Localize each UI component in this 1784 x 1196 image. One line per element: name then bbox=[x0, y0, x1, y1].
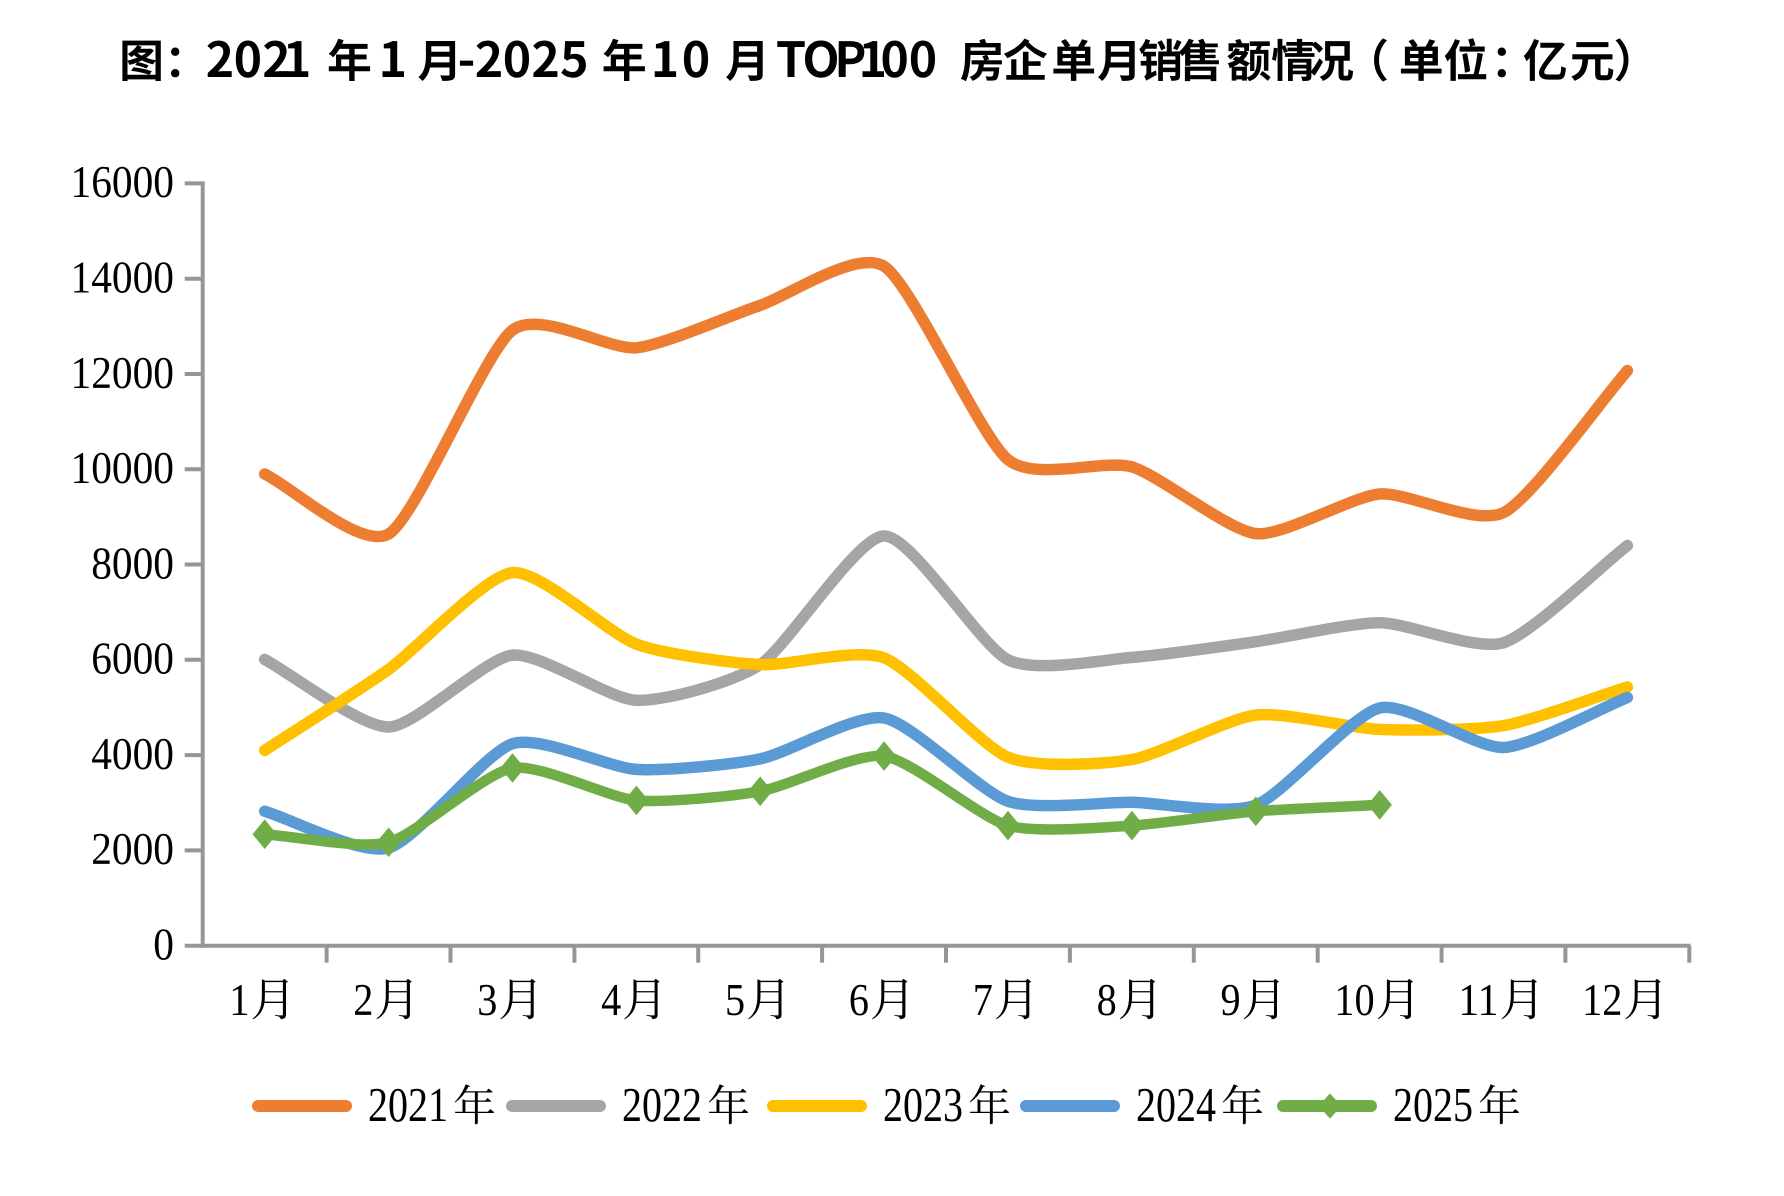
svg-text:2021: 2021 bbox=[368, 1077, 448, 1132]
svg-text:2000: 2000 bbox=[91, 824, 174, 874]
svg-text:14000: 14000 bbox=[71, 253, 175, 303]
svg-text:16000: 16000 bbox=[71, 157, 175, 207]
svg-text:5: 5 bbox=[725, 975, 745, 1025]
svg-text:12: 12 bbox=[1582, 975, 1622, 1025]
svg-text:10: 10 bbox=[1334, 975, 1374, 1025]
svg-text:2023: 2023 bbox=[883, 1077, 963, 1132]
svg-text:9: 9 bbox=[1221, 975, 1241, 1025]
svg-text:2024: 2024 bbox=[1136, 1077, 1216, 1132]
svg-text:8: 8 bbox=[1097, 975, 1117, 1025]
svg-text:7: 7 bbox=[973, 975, 993, 1025]
svg-text:12000: 12000 bbox=[71, 348, 175, 398]
svg-text:4: 4 bbox=[601, 975, 621, 1025]
svg-text:10000: 10000 bbox=[71, 443, 175, 493]
svg-text:4000: 4000 bbox=[91, 729, 174, 779]
svg-text:11: 11 bbox=[1458, 975, 1498, 1025]
svg-text:2: 2 bbox=[353, 975, 373, 1025]
svg-text:2025: 2025 bbox=[1393, 1077, 1473, 1132]
svg-text:0: 0 bbox=[153, 920, 174, 970]
svg-text:2022: 2022 bbox=[622, 1077, 702, 1132]
svg-text:3: 3 bbox=[477, 975, 497, 1025]
svg-text:6000: 6000 bbox=[91, 634, 174, 684]
svg-text:6: 6 bbox=[849, 975, 869, 1025]
svg-text:1: 1 bbox=[229, 975, 249, 1025]
svg-text:8000: 8000 bbox=[91, 538, 174, 588]
